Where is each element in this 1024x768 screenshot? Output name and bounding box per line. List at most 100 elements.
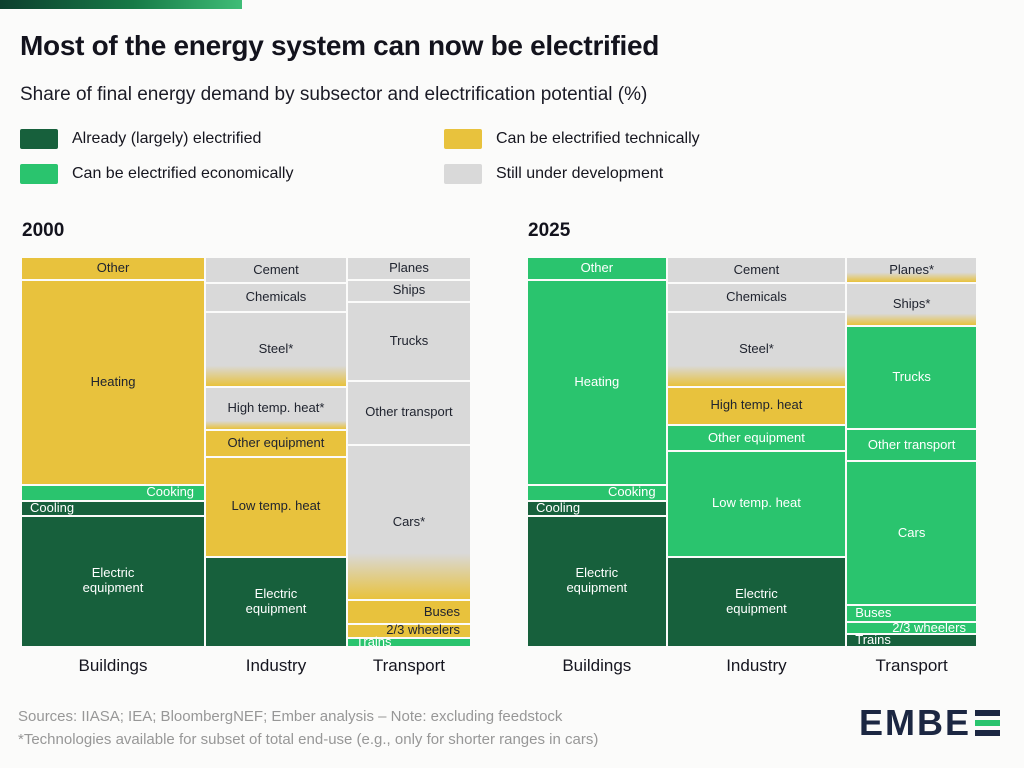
segment-label: Steel* <box>258 340 294 356</box>
segment-heating: Heating <box>528 280 666 485</box>
segment-label: Ships <box>392 282 426 298</box>
ember-logo-bars-icon <box>975 710 1000 736</box>
column-buildings: Other Heating Cooking Cooling Electric equip… <box>22 258 205 646</box>
column-transport: Planes Ships Trucks Other transport Cars* Bus… <box>347 258 470 649</box>
segment-label: Other <box>580 259 614 275</box>
segment-label: Other <box>96 259 130 275</box>
segment-electric-equipment: Electric equipment <box>206 557 346 646</box>
segment-cars: Cars <box>847 462 976 605</box>
legend-swatch-technically <box>444 129 482 149</box>
segment-electric-equipment: Electric equipment <box>528 516 666 646</box>
mosaic-2025: Other Heating Cooking Cooling Electric equip… <box>528 258 976 647</box>
segment-label: High temp. heat <box>710 397 803 413</box>
segment-label: Ships* <box>892 296 931 312</box>
segment-heating: Heating <box>22 280 205 485</box>
mosaic-2000: Other Heating Cooking Cooling Electric equip… <box>22 258 470 649</box>
page-subtitle: Share of final energy demand by subsecto… <box>20 84 648 105</box>
segment-electric-equipment: Electric equipment <box>22 516 205 646</box>
column-industry: Cement Chemicals Steel* High temp. heat* Oth… <box>206 258 346 646</box>
segment-label: Other equipment <box>708 429 805 445</box>
segment-label: Electric equipment <box>566 565 628 596</box>
segment-label: 2/3 wheelers <box>892 619 966 635</box>
legend: Already (largely) electrified Can be ele… <box>20 128 700 185</box>
footer-sources: Sources: IIASA; IEA; BloombergNEF; Ember… <box>18 708 563 725</box>
segment-label: Cement <box>253 261 299 277</box>
legend-label: Can be electrified technically <box>496 130 700 147</box>
segment-trains: Trains <box>347 634 470 649</box>
axis-2025: Buildings Industry Transport <box>528 656 976 676</box>
segment-label: Cooking <box>146 484 195 500</box>
segment-chemicals: Chemicals <box>206 284 346 311</box>
chart-2000: 2000 Other Heating Cooking Cooling Electric … <box>22 220 470 676</box>
axis-label-buildings: Buildings <box>78 656 148 675</box>
segment-label: Cooking <box>607 484 656 500</box>
segment-cooking: Cooking <box>528 484 666 500</box>
segment-buses: Buses <box>347 600 470 624</box>
legend-item-technically: Can be electrified technically <box>444 128 700 150</box>
legend-item-already: Already (largely) electrified <box>20 128 444 150</box>
segment-label: Buses <box>423 603 460 619</box>
segment-cement: Cement <box>206 258 346 283</box>
segment-other-equipment: Other equipment <box>667 425 846 451</box>
segment-steel: Steel* <box>206 312 346 387</box>
segment-chemicals: Chemicals <box>667 284 846 311</box>
segment-label: Heating <box>90 374 136 390</box>
segment-label: Cooling <box>536 499 581 515</box>
brand-gradient-bar <box>0 0 242 9</box>
segment-trucks: Trucks <box>347 303 470 380</box>
segment-cooling: Cooling <box>22 499 205 515</box>
segment-high-temp-heat: High temp. heat* <box>206 388 346 430</box>
segment-label: Cooling <box>30 499 75 515</box>
chart-year-label-2000: 2000 <box>22 220 65 241</box>
legend-label: Can be electrified economically <box>72 165 294 182</box>
segment-cooling: Cooling <box>528 499 666 515</box>
segment-label: 2/3 wheelers <box>386 622 460 638</box>
segment-other-transport: Other transport <box>347 381 470 444</box>
segment-planes: Planes <box>347 258 470 279</box>
column-transport: Planes* Ships* Trucks Other transport Cars Bu… <box>847 258 976 647</box>
segment-label: Trains <box>355 633 392 649</box>
segment-other: Other <box>528 258 666 279</box>
column-buildings: Other Heating Cooking Cooling Electric equip… <box>528 258 666 646</box>
segment-label: Other transport <box>867 436 956 452</box>
segment-steel: Steel* <box>667 312 846 387</box>
segment-label: Heating <box>574 374 620 390</box>
segment-other-equipment: Other equipment <box>206 431 346 456</box>
footer-note: *Technologies available for subset of to… <box>18 730 599 748</box>
ember-logo: EMBE <box>859 702 1000 744</box>
segment-other: Other <box>22 258 205 279</box>
segment-label: Electric equipment <box>82 565 144 596</box>
segment-high-temp-heat: High temp. heat <box>667 388 846 424</box>
segment-low-temp-heat: Low temp. heat <box>667 452 846 556</box>
segment-2-3-wheelers: 2/3 wheelers <box>847 620 976 635</box>
segment-label: Trains <box>855 631 891 647</box>
segment-label: Cement <box>733 261 780 277</box>
segment-label: Low temp. heat <box>231 498 321 514</box>
legend-swatch-already <box>20 129 58 149</box>
chart-2025: 2025 Other Heating Cooking Cooling Electric … <box>528 220 976 676</box>
segment-label: Buses <box>855 605 892 621</box>
segment-label: Chemicals <box>245 289 307 305</box>
segment-trucks: Trucks <box>847 327 976 429</box>
segment-ships: Ships <box>347 280 470 302</box>
segment-label: Other equipment <box>227 435 325 451</box>
segment-label: Other transport <box>365 404 453 420</box>
segment-label: Low temp. heat <box>711 495 801 511</box>
axis-label-transport: Transport <box>372 656 446 675</box>
segment-label: Planes <box>389 259 429 275</box>
segment-trains: Trains <box>847 631 976 647</box>
segment-electric-equipment: Electric equipment <box>667 557 846 646</box>
legend-item-development: Still under development <box>444 163 700 185</box>
segment-label: Electric equipment <box>726 585 787 616</box>
column-industry: Cement Chemicals Steel* High temp. heat Othe… <box>667 258 846 646</box>
page-title: Most of the energy system can now be ele… <box>20 30 660 61</box>
ember-logo-text: EMBE <box>858 702 971 743</box>
segment-label: Trucks <box>892 369 931 385</box>
segment-label: High temp. heat* <box>227 400 325 416</box>
axis-label-transport: Transport <box>875 656 948 675</box>
axis-label-buildings: Buildings <box>562 656 632 675</box>
legend-swatch-economically <box>20 164 58 184</box>
chart-year-label-2025: 2025 <box>528 220 571 241</box>
legend-item-economically: Can be electrified economically <box>20 163 444 185</box>
